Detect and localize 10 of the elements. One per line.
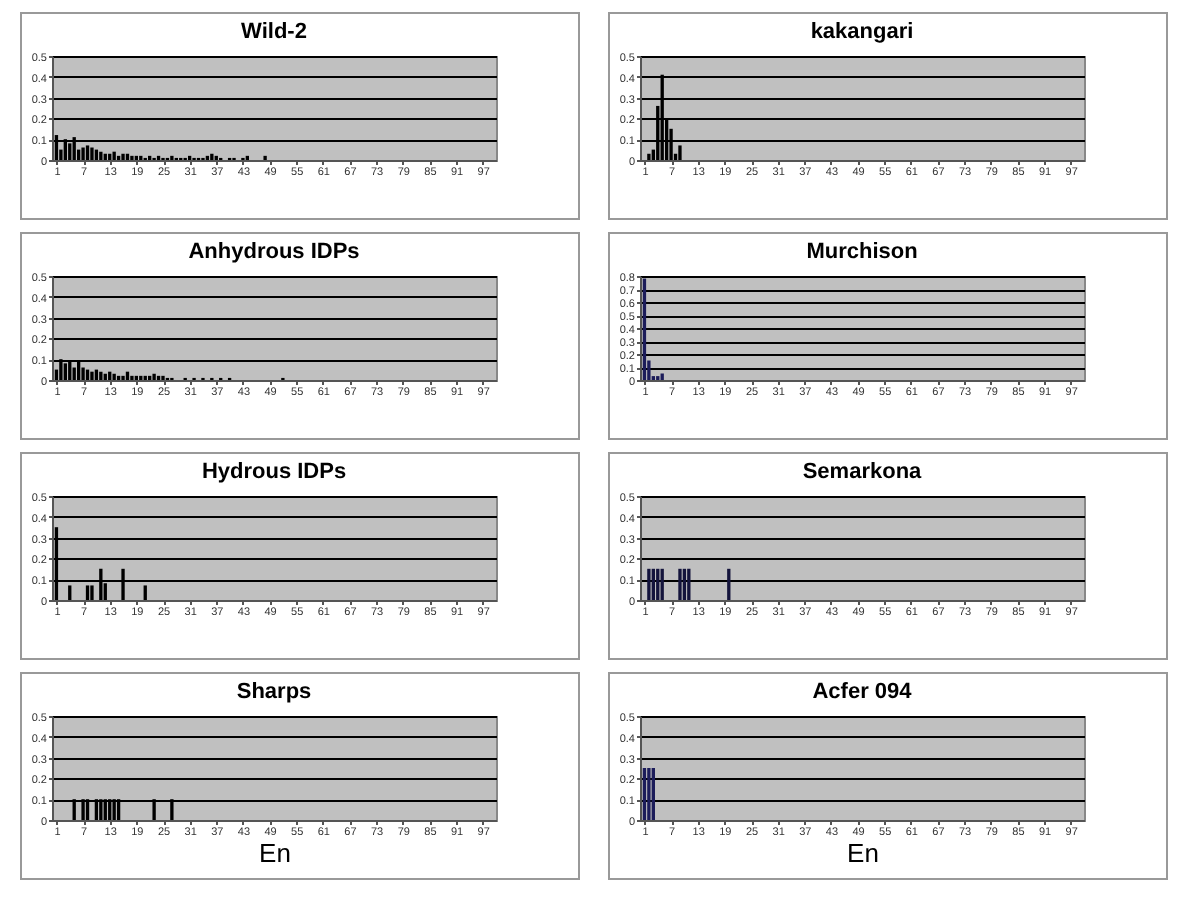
chart-title: Murchison	[806, 240, 919, 264]
chart-title: Acfer 094	[812, 680, 914, 704]
x-axis-title: En	[259, 838, 291, 868]
chart-title: Hydrous IDPs	[201, 460, 347, 484]
chart-title: Semarkona	[802, 460, 924, 484]
chart-title: Anhydrous IDPs	[188, 240, 360, 264]
chart-title: kakangari	[810, 20, 914, 44]
chart-title: Sharps	[236, 680, 312, 704]
chart-title: Wild-2	[241, 20, 307, 44]
x-axis-title: En	[847, 838, 879, 868]
